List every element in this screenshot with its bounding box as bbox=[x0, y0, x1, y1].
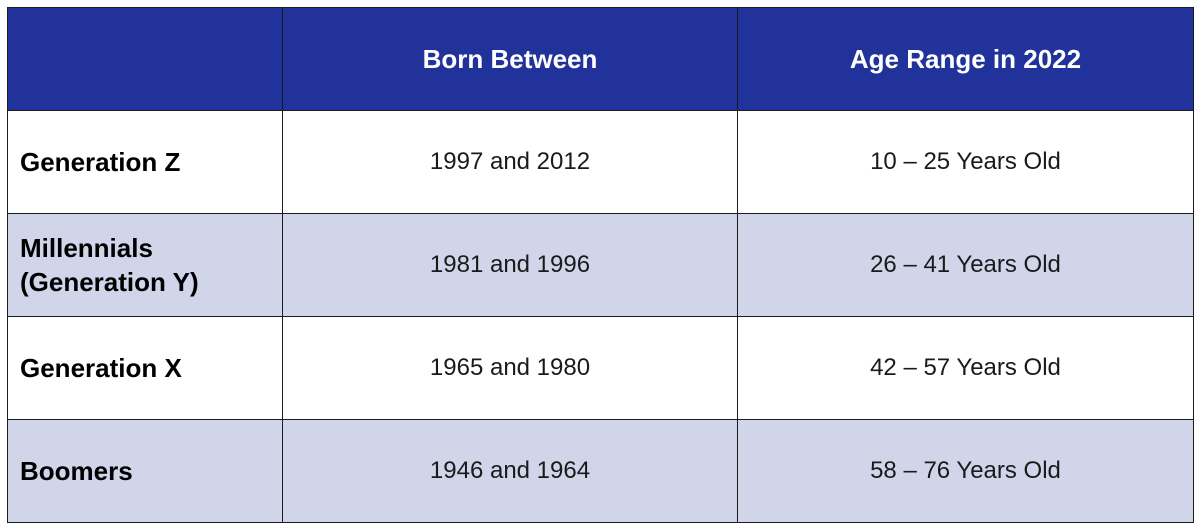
table-row: Generation X 1965 and 1980 42 – 57 Years O… bbox=[7, 316, 1194, 420]
table-cell: 10 – 25 Years Old bbox=[737, 110, 1194, 214]
row-label: Generation X bbox=[7, 316, 283, 420]
header-row: Born Between Age Range in 2022 bbox=[7, 7, 1194, 111]
table-row: Boomers 1946 and 1964 58 – 76 Years Old bbox=[7, 419, 1194, 523]
table-cell: 58 – 76 Years Old bbox=[737, 419, 1194, 523]
table-cell: 1981 and 1996 bbox=[282, 213, 738, 317]
header-corner bbox=[7, 7, 283, 111]
table-cell: 26 – 41 Years Old bbox=[737, 213, 1194, 317]
generation-table: Born Between Age Range in 2022 Generation… bbox=[7, 7, 1194, 523]
table-cell: 1997 and 2012 bbox=[282, 110, 738, 214]
row-label: Generation Z bbox=[7, 110, 283, 214]
table-row: Generation Z 1997 and 2012 10 – 25 Years O… bbox=[7, 110, 1194, 214]
row-label: Millennials (Generation Y) bbox=[7, 213, 283, 317]
row-label: Boomers bbox=[7, 419, 283, 523]
table-row: Millennials (Generation Y) 1981 and 1996 2… bbox=[7, 213, 1194, 317]
table-body: Generation Z 1997 and 2012 10 – 25 Years O… bbox=[7, 110, 1194, 523]
table-container: Born Between Age Range in 2022 Generation… bbox=[7, 7, 1194, 523]
table-cell: 1965 and 1980 bbox=[282, 316, 738, 420]
table-cell: 1946 and 1964 bbox=[282, 419, 738, 523]
table-cell: 42 – 57 Years Old bbox=[737, 316, 1194, 420]
header-cell: Age Range in 2022 bbox=[737, 7, 1194, 111]
header-cell: Born Between bbox=[282, 7, 738, 111]
